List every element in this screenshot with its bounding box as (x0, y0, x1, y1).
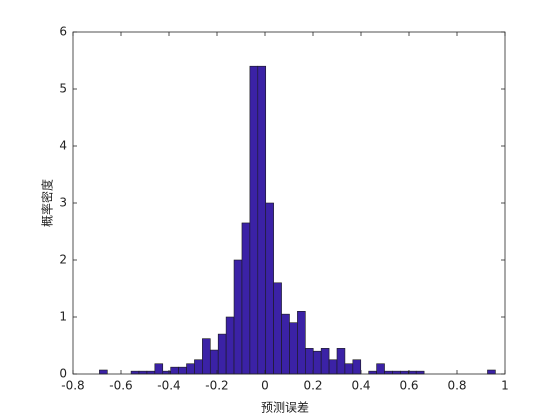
bar (154, 363, 164, 375)
y-axis-label: 概率密度 (40, 179, 55, 227)
bar (146, 370, 156, 375)
bar (320, 348, 330, 375)
y-tick-label: 5 (59, 82, 67, 96)
bar (273, 282, 282, 375)
y-tick-label: 0 (59, 367, 67, 381)
bar (99, 369, 108, 375)
bar (407, 370, 417, 375)
bar (233, 259, 243, 375)
bar (241, 222, 251, 375)
bar (368, 370, 377, 375)
bar (344, 363, 354, 375)
y-tick-label: 2 (59, 253, 67, 267)
bar (328, 359, 338, 375)
bar (265, 202, 274, 375)
x-tick-label: 0.8 (447, 379, 466, 393)
bar (400, 370, 409, 375)
bar (217, 333, 227, 375)
bar (170, 366, 179, 375)
bar (194, 359, 203, 375)
bar (312, 350, 322, 375)
bar (225, 316, 235, 375)
x-tick-label: 1 (501, 379, 509, 393)
bar (138, 370, 148, 375)
y-tick-label: 4 (59, 139, 67, 153)
x-tick-label: -0.4 (157, 379, 180, 393)
bar (130, 370, 140, 375)
bar (415, 370, 425, 375)
x-tick-label: -0.6 (109, 379, 132, 393)
y-tick-label: 6 (59, 25, 67, 39)
bar (376, 363, 385, 375)
x-tick-label: 0.2 (303, 379, 322, 393)
bar (384, 370, 393, 375)
bar (249, 65, 259, 375)
bar (352, 359, 362, 375)
x-tick-label: 0 (261, 379, 269, 393)
y-tick-label: 1 (59, 310, 67, 324)
bar (162, 370, 171, 375)
bar (281, 313, 290, 375)
bar (202, 338, 211, 375)
bar (257, 65, 267, 375)
bar (392, 370, 401, 375)
bar (487, 369, 496, 375)
bar (336, 348, 346, 375)
x-tick-label: 0.6 (399, 379, 418, 393)
x-tick-label: -0.8 (61, 379, 84, 393)
bar (178, 366, 187, 375)
x-tick-label: 0.4 (351, 379, 370, 393)
bar (305, 348, 314, 375)
x-tick-label: -0.2 (205, 379, 228, 393)
y-tick-label: 3 (59, 196, 67, 210)
bar (186, 363, 195, 375)
bar (297, 310, 306, 375)
bar (289, 322, 298, 375)
x-axis-label: 预测误差 (261, 401, 309, 415)
